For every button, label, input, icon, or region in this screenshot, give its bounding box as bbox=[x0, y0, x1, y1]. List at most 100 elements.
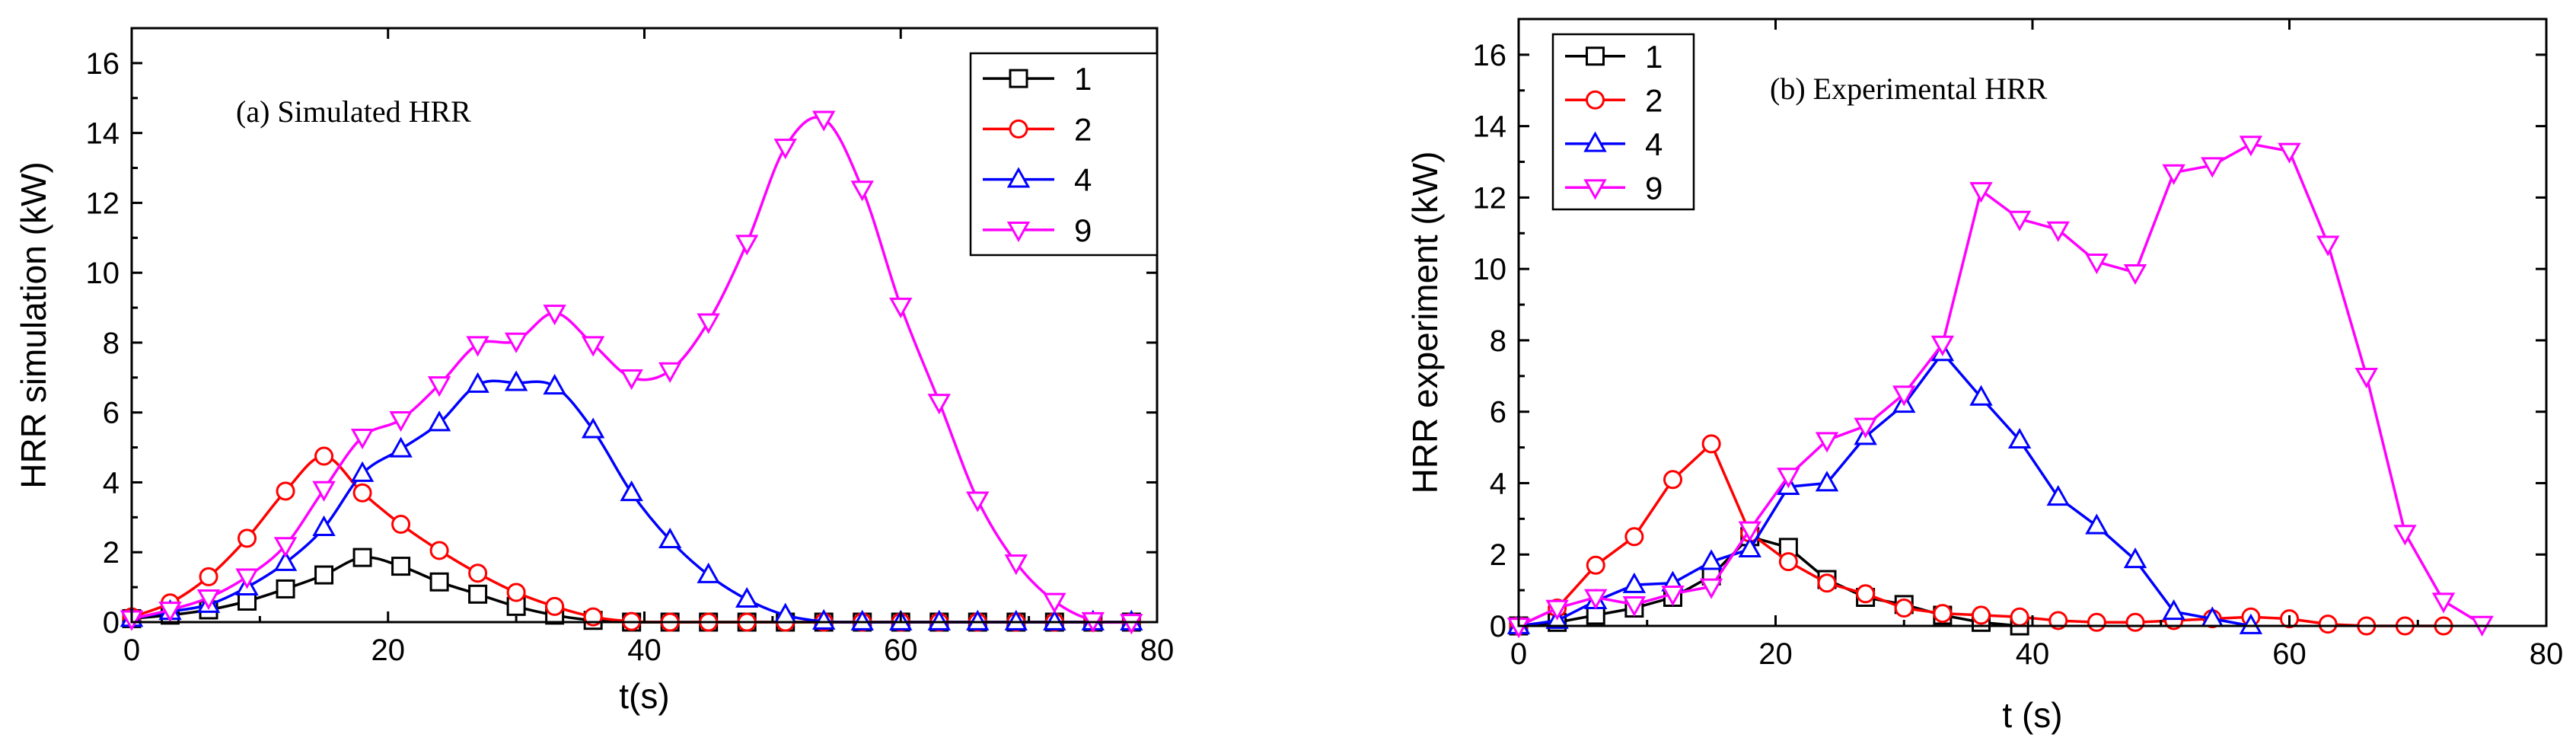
legend-label-4: 4 bbox=[1074, 162, 1092, 198]
x-tick-label: 60 bbox=[884, 634, 918, 667]
data-point-2-4 bbox=[1663, 470, 1682, 490]
data-point-9-23 bbox=[2393, 525, 2417, 546]
x-axis-label: t(s) bbox=[619, 676, 669, 716]
data-point-4-24 bbox=[1043, 609, 1066, 630]
y-tick-label: 6 bbox=[103, 397, 120, 430]
data-point-4-6 bbox=[1738, 536, 1761, 558]
data-point-9-15 bbox=[2085, 253, 2109, 275]
data-point-4-15 bbox=[2085, 513, 2109, 535]
data-point-1-6 bbox=[352, 547, 372, 567]
data-point-1-5 bbox=[314, 565, 334, 585]
legend-box bbox=[969, 52, 1159, 257]
data-point-9-2 bbox=[1584, 589, 1608, 610]
data-point-2-9 bbox=[1856, 584, 1876, 604]
data-point-9-2 bbox=[196, 589, 221, 611]
data-point-9-20 bbox=[889, 297, 913, 319]
data-point-2-6 bbox=[352, 483, 372, 503]
data-point-9-7 bbox=[389, 411, 413, 433]
data-point-4-8 bbox=[427, 410, 451, 432]
y-tick-label: 2 bbox=[103, 536, 120, 570]
data-point-4-19 bbox=[2239, 613, 2263, 634]
data-point-2-12 bbox=[1972, 605, 1991, 625]
data-point-9-17 bbox=[773, 139, 797, 160]
y-tick-label: 14 bbox=[86, 117, 120, 151]
x-tick-label: 20 bbox=[1758, 637, 1793, 671]
data-point-9-24 bbox=[1043, 592, 1066, 614]
legend-box bbox=[1551, 33, 1695, 211]
data-point-9-8 bbox=[1815, 432, 1839, 453]
data-point-2-8 bbox=[1817, 573, 1837, 593]
series-4 bbox=[1506, 340, 2263, 634]
data-point-9-22 bbox=[966, 491, 990, 512]
data-point-2-2 bbox=[199, 567, 218, 586]
y-tick-label: 10 bbox=[86, 257, 120, 290]
data-point-9-5 bbox=[1699, 578, 1723, 599]
legend-marker-2 bbox=[1586, 90, 1605, 110]
legend: 1 2 4 9 bbox=[969, 52, 1159, 257]
data-point-2-11 bbox=[545, 596, 565, 616]
legend-label-9: 9 bbox=[1074, 212, 1092, 248]
data-point-2-11 bbox=[1933, 604, 1953, 624]
legend-label-2: 2 bbox=[1645, 82, 1663, 118]
data-point-2-7 bbox=[391, 515, 411, 535]
y-axis-label: HRR experiment (kW) bbox=[1405, 152, 1445, 494]
data-point-9-22 bbox=[2354, 367, 2378, 389]
data-point-2-3 bbox=[238, 528, 257, 548]
data-point-4-12 bbox=[581, 417, 605, 439]
y-tick-label: 16 bbox=[86, 47, 120, 81]
data-point-9-8 bbox=[427, 376, 451, 397]
x-tick-label: 60 bbox=[2272, 637, 2307, 671]
x-tick-label: 80 bbox=[2530, 637, 2564, 671]
data-point-9-12 bbox=[1969, 182, 1993, 203]
y-tick-label: 8 bbox=[1490, 324, 1506, 358]
data-point-1-4 bbox=[276, 579, 295, 599]
data-point-9-11 bbox=[1930, 335, 1955, 356]
legend-marker-1 bbox=[1009, 69, 1028, 88]
y-tick-label: 4 bbox=[103, 466, 120, 500]
data-point-4-5 bbox=[312, 515, 336, 536]
data-point-1-8 bbox=[429, 572, 449, 592]
data-point-9-21 bbox=[2316, 235, 2340, 257]
legend: 1 2 4 9 bbox=[1551, 33, 1695, 211]
data-point-9-5 bbox=[312, 480, 336, 502]
data-point-4-12 bbox=[1969, 385, 1993, 406]
legend-label-1: 1 bbox=[1074, 61, 1092, 97]
panel-annotation: (a) Simulated HRR bbox=[236, 94, 471, 129]
data-point-9-10 bbox=[504, 332, 528, 353]
y-tick-label: 0 bbox=[1490, 610, 1506, 643]
data-point-1-9 bbox=[468, 584, 488, 604]
data-point-9-11 bbox=[543, 305, 566, 326]
legend-marker-2 bbox=[1009, 119, 1028, 139]
data-point-4-13 bbox=[620, 480, 643, 502]
series-9 bbox=[1506, 136, 2494, 639]
data-point-4-18 bbox=[812, 608, 836, 630]
data-point-4-22 bbox=[966, 609, 990, 630]
data-point-4-13 bbox=[2007, 427, 2032, 449]
data-point-2-2 bbox=[1586, 555, 1605, 575]
y-tick-label: 0 bbox=[103, 606, 120, 640]
data-point-2-7 bbox=[1778, 552, 1798, 572]
series-line-9 bbox=[1518, 142, 2483, 627]
data-point-9-20 bbox=[2278, 142, 2301, 164]
data-point-9-9 bbox=[1854, 417, 1877, 439]
y-tick-label: 10 bbox=[1473, 253, 1507, 286]
data-point-9-24 bbox=[2431, 592, 2456, 614]
y-tick-label: 12 bbox=[1473, 181, 1507, 215]
data-point-9-1 bbox=[158, 602, 182, 623]
data-point-4-3 bbox=[1622, 572, 1647, 593]
data-point-9-1 bbox=[1545, 599, 1569, 621]
data-point-9-9 bbox=[466, 336, 489, 357]
data-point-4-14 bbox=[658, 527, 682, 549]
data-point-9-16 bbox=[735, 235, 759, 256]
data-point-4-6 bbox=[350, 461, 375, 482]
data-point-2-10 bbox=[506, 583, 526, 602]
data-point-2-5 bbox=[1701, 434, 1721, 454]
data-point-2-8 bbox=[429, 541, 449, 560]
x-axis-label: t (s) bbox=[2002, 695, 2062, 735]
data-point-4-17 bbox=[2162, 599, 2185, 621]
data-point-4-14 bbox=[2046, 484, 2070, 506]
legend-marker-9 bbox=[1583, 179, 1607, 200]
y-tick-label: 4 bbox=[1490, 467, 1506, 500]
